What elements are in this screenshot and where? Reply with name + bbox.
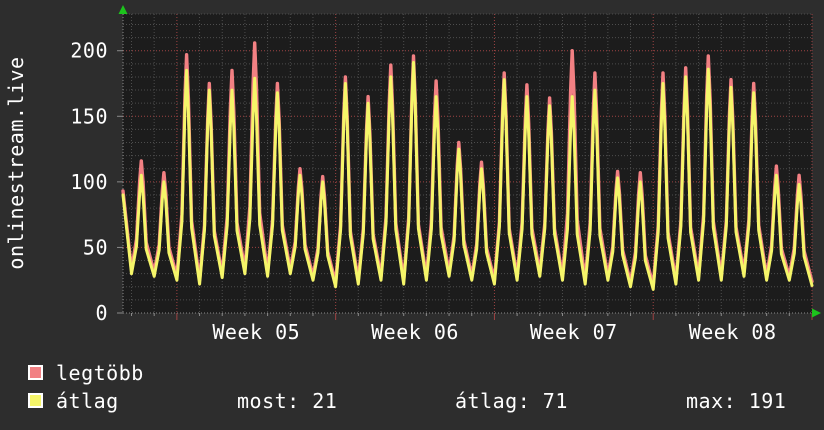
series-atlag-line [121, 61, 814, 291]
legend-swatch-atlag [28, 393, 43, 408]
x-tick-label-week: Week 05 [212, 320, 300, 344]
y-tick-label: 200 [70, 39, 108, 63]
stat-max: max: 191 [686, 389, 787, 413]
legend-label-atlag: átlag [56, 389, 119, 413]
y-axis-arrow-icon [118, 5, 128, 14]
legend-label-legtobb: legtöbb [56, 361, 144, 385]
x-tick-label-week: Week 07 [530, 320, 618, 344]
stat-most: most: 21 [237, 389, 338, 413]
stat-atlag: átlag: 71 [455, 389, 568, 413]
x-tick-label-week: Week 08 [689, 320, 777, 344]
x-tick-label-week: Week 06 [371, 320, 459, 344]
viewers-chart: 0 50 100 150 200 Week 05 Week 06 Week 07 Week 08 [70, 5, 821, 344]
y-tick-label: 100 [70, 170, 108, 194]
y-tick-label: 0 [95, 301, 108, 325]
legend-swatch-legtobb [28, 365, 43, 380]
y-tick-label: 50 [83, 235, 108, 259]
x-axis-arrow-icon [812, 308, 821, 318]
y-tick-label: 150 [70, 104, 108, 128]
